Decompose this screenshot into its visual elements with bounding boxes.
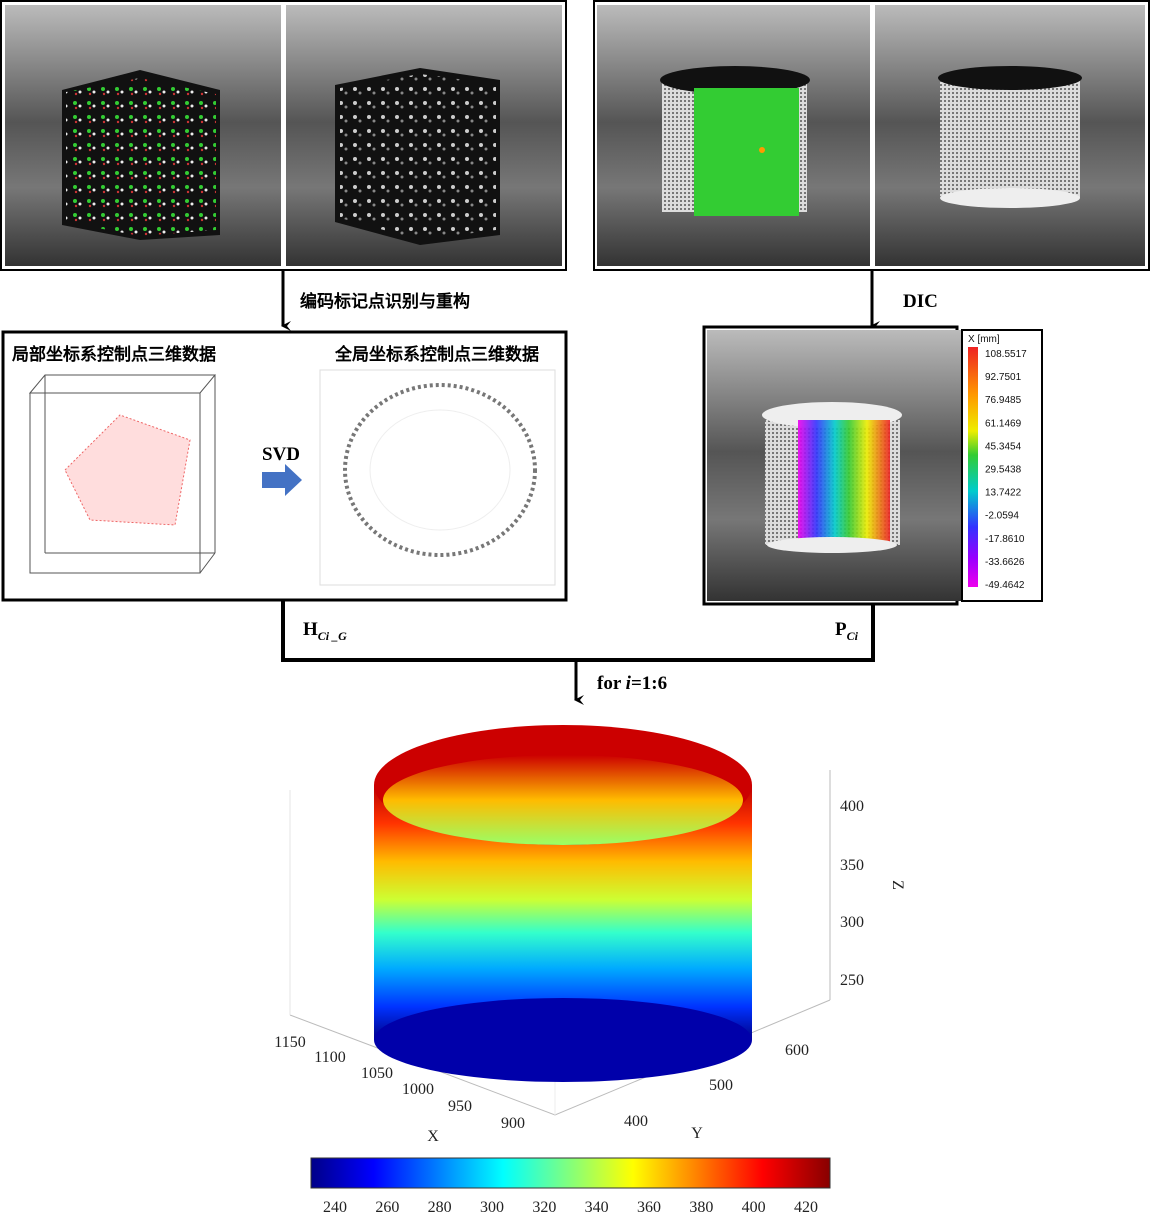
panel-title: 全局坐标系控制点三维数据	[334, 344, 539, 365]
result-colorbar	[310, 1157, 831, 1189]
axis-label: Y	[691, 1125, 703, 1142]
x-tick-label: 1050	[361, 1065, 393, 1082]
photo-cylinder-right	[875, 5, 1145, 266]
colorbar-tick-label: 45.3454	[985, 441, 1022, 452]
x-tick-label: 950	[448, 1098, 472, 1115]
colorbar-tick-label: -2.0594	[985, 511, 1019, 522]
result-cylinder	[374, 725, 752, 1082]
y-tick-label: 500	[709, 1077, 733, 1094]
connector	[281, 600, 875, 662]
axis-label: X	[427, 1128, 439, 1145]
x-tick-label: 900	[501, 1115, 525, 1132]
axis-label: Z	[889, 880, 906, 890]
colorbar-tick-label: 360	[637, 1199, 661, 1216]
colorbar-tick-label: 108.5517	[985, 349, 1027, 360]
colorbar-tick-label: 61.1469	[985, 418, 1022, 429]
y-tick-label: 400	[624, 1113, 648, 1130]
svd-label: SVD	[262, 444, 300, 465]
colorbar-tick-label: 300	[480, 1199, 504, 1216]
dic-colorbar	[968, 347, 978, 587]
local-plot	[28, 374, 217, 574]
svd-arrow	[262, 464, 302, 496]
global-plot	[319, 369, 556, 586]
colorbar-tick-label: -33.6626	[985, 557, 1025, 568]
colorbar-tick-label: 280	[428, 1199, 452, 1216]
photo-cube-right	[286, 5, 562, 266]
colorbar-tick-label: 340	[585, 1199, 609, 1216]
colorbar-tick-label: 400	[742, 1199, 766, 1216]
colorbar-tick-label: 29.5438	[985, 465, 1022, 476]
p-label: PCi	[835, 619, 859, 643]
colorbar-tick-label: -49.4642	[985, 580, 1025, 591]
photo-cylinder-left	[597, 5, 870, 266]
z-tick-label: 300	[840, 914, 864, 931]
colorbar-title: X [mm]	[968, 334, 1000, 345]
x-tick-label: 1100	[314, 1049, 345, 1066]
colorbar-tick-label: 320	[532, 1199, 556, 1216]
loop-label: for i=1:6	[597, 673, 667, 694]
colorbar-tick-label: 420	[794, 1199, 818, 1216]
colorbar-tick-label: 76.9485	[985, 395, 1022, 406]
panel-title: 局部坐标系控制点三维数据	[12, 344, 216, 365]
y-tick-label: 600	[785, 1042, 809, 1059]
colorbar-tick-label: 260	[375, 1199, 399, 1216]
colorbar-tick-label: -17.8610	[985, 534, 1025, 545]
dic-photo	[707, 330, 962, 601]
z-tick-label: 250	[840, 972, 864, 989]
step-label: 编码标记点识别与重构	[300, 291, 470, 312]
colorbar-tick-label: 240	[323, 1199, 347, 1216]
z-tick-label: 350	[840, 857, 864, 874]
photo-cube-left	[5, 5, 281, 266]
colorbar-tick-label: 92.7501	[985, 372, 1022, 383]
step-label: DIC	[903, 291, 938, 312]
h-label: HCi _G	[303, 619, 347, 643]
x-tick-label: 1000	[402, 1081, 434, 1098]
z-tick-label: 400	[840, 798, 864, 815]
colorbar-tick-label: 380	[689, 1199, 713, 1216]
colorbar-tick-label: 13.7422	[985, 488, 1022, 499]
x-tick-label: 1150	[274, 1034, 305, 1051]
